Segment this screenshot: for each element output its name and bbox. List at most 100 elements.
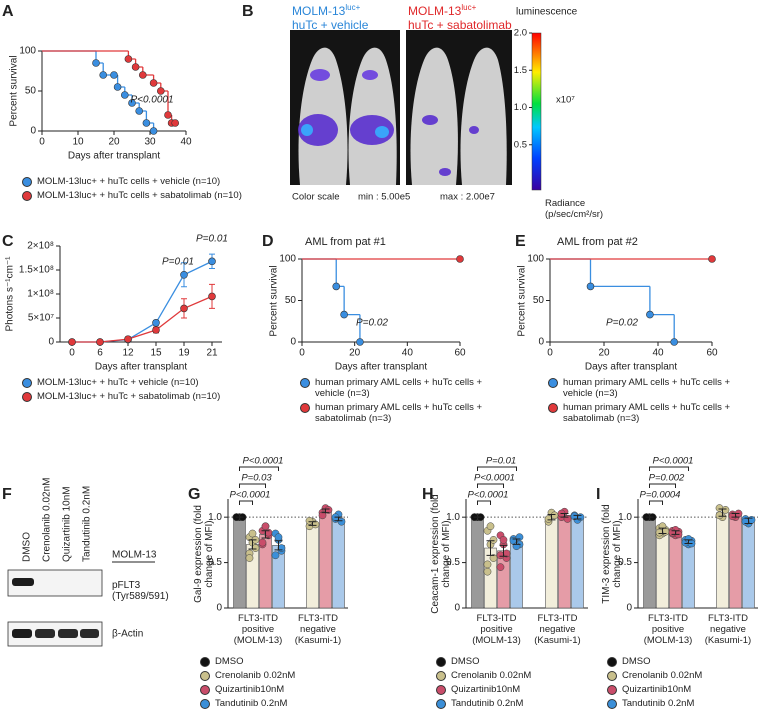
colorbar-tick-label: 1.0 bbox=[514, 102, 527, 113]
y-tick-label: 1.0 bbox=[618, 512, 632, 523]
x-tick-label: 12 bbox=[122, 348, 134, 359]
legend-item: DMSO bbox=[200, 656, 350, 667]
legend-item: Quizartinib10nM bbox=[200, 684, 350, 695]
annotation: P=0.01 bbox=[196, 234, 228, 245]
bar bbox=[643, 516, 656, 609]
legend-marker bbox=[22, 392, 32, 402]
panel-letter: E bbox=[515, 233, 526, 250]
legend-marker bbox=[22, 378, 32, 388]
legend-marker bbox=[607, 671, 617, 681]
survival-point bbox=[113, 83, 122, 91]
legend-item: Tandutinib 0.2nM bbox=[607, 698, 757, 709]
y-tick-label: 0 bbox=[48, 337, 54, 348]
series-line bbox=[72, 295, 213, 343]
error-bar bbox=[718, 508, 727, 517]
data-point bbox=[715, 511, 724, 520]
y-tick-label: 0 bbox=[454, 603, 460, 614]
group-title: MOLM-13luc+ bbox=[408, 3, 477, 18]
panel-letter: D bbox=[262, 233, 274, 250]
y-tick-label: 100 bbox=[279, 254, 296, 265]
y-tick-label: 0.5 bbox=[618, 557, 632, 568]
significance-label: P<0.0001 bbox=[468, 490, 509, 501]
data-point bbox=[550, 511, 559, 520]
y-axis-label: TIM-3 expression (fold change of MFI) bbox=[601, 503, 623, 604]
x-category-label: FLT3-ITD positive (MOLM-13) bbox=[643, 613, 693, 646]
legend-marker bbox=[436, 671, 446, 681]
legend-item: MOLM-13luc+ + huTc cells + sabatolimab (… bbox=[22, 190, 267, 201]
error-bar bbox=[658, 527, 667, 535]
legend: DMSO Crenolanib 0.02nM Quizartinib10nM Tand… bbox=[436, 656, 586, 712]
data-point bbox=[248, 529, 257, 538]
y-axis-label: Gal-9 expression (fold change of MFI) bbox=[193, 504, 215, 603]
series-line bbox=[72, 260, 213, 343]
error-bar bbox=[547, 513, 556, 521]
survival-point bbox=[646, 310, 654, 319]
survival-point bbox=[135, 107, 143, 115]
legend-item: Quizartinib10nM bbox=[607, 684, 757, 695]
x-tick-label: 20 bbox=[598, 348, 610, 359]
legend-item: human primary AML cells + huTc cells + v… bbox=[548, 377, 748, 399]
legend-item: Crenolanib 0.02nM bbox=[200, 670, 350, 681]
legend-marker bbox=[200, 699, 210, 709]
legend-label: Crenolanib 0.02nM bbox=[451, 670, 532, 681]
panel-letter: I bbox=[596, 486, 600, 503]
annotation: P=0.02 bbox=[356, 318, 388, 329]
annotation: P=0.01 bbox=[162, 257, 194, 268]
bar bbox=[510, 541, 523, 609]
y-tick-label: 0 bbox=[626, 603, 632, 614]
error-bar bbox=[512, 538, 521, 545]
bar bbox=[471, 516, 484, 609]
data-point bbox=[337, 517, 346, 526]
x-tick-label: 30 bbox=[144, 137, 156, 148]
y-tick-label: 1×10⁸ bbox=[27, 289, 54, 300]
y-tick-label: 0.5 bbox=[446, 557, 460, 568]
x-tick-label: 20 bbox=[108, 137, 120, 148]
error-bar bbox=[248, 539, 257, 550]
significance-bracket bbox=[239, 483, 266, 488]
y-axis-label: Photons s⁻¹cm⁻¹ bbox=[4, 256, 16, 332]
legend-label: MOLM-13luc+ + huTc cells + sabatolimab (… bbox=[37, 190, 242, 201]
data-point bbox=[245, 554, 254, 562]
data-point bbox=[489, 554, 498, 562]
survival-point bbox=[356, 338, 364, 346]
data-point bbox=[496, 563, 505, 571]
bar bbox=[545, 516, 558, 609]
data-point bbox=[570, 512, 579, 521]
error-bar bbox=[321, 508, 330, 514]
survival-point bbox=[128, 99, 136, 107]
significance-bracket bbox=[477, 483, 504, 488]
significance-label: P=0.01 bbox=[486, 456, 516, 467]
x-axis-label: Days after transplant bbox=[585, 362, 677, 373]
survival-point bbox=[171, 119, 179, 127]
x-category-label: FLT3-ITD positive (MOLM-13) bbox=[472, 613, 521, 646]
legend: DMSO Crenolanib 0.02nM Quizartinib10nM Tand… bbox=[200, 656, 350, 712]
bar bbox=[742, 520, 755, 609]
legend-marker bbox=[436, 699, 446, 709]
x-tick-label: 0 bbox=[39, 137, 45, 148]
colorbar-title: luminescence bbox=[516, 7, 578, 18]
survival-step bbox=[589, 259, 650, 288]
legend-item: Crenolanib 0.02nM bbox=[436, 670, 586, 681]
legend-marker bbox=[607, 685, 617, 695]
significance-bracket bbox=[239, 500, 253, 505]
survival-point bbox=[131, 63, 140, 71]
x-category-label: FLT3-ITD negative (Kasumi-1) bbox=[294, 613, 342, 646]
row-label: pFLT3 (Tyr589/591) bbox=[112, 580, 169, 602]
bar bbox=[669, 532, 682, 609]
legend-item: Quizartinib10nM bbox=[436, 684, 586, 695]
legend-marker bbox=[607, 657, 617, 667]
error-bar bbox=[499, 544, 508, 557]
mouse-images bbox=[290, 30, 542, 191]
significance-label: P=0.03 bbox=[241, 473, 272, 484]
error-bar bbox=[560, 513, 569, 518]
y-tick-label: 50 bbox=[25, 86, 37, 97]
y-axis-label: Percent survival bbox=[516, 264, 528, 337]
survival-step bbox=[343, 286, 360, 316]
x-category-label: FLT3-ITD positive (MOLM-13) bbox=[233, 613, 283, 646]
legend-label: Quizartinib10nM bbox=[622, 684, 692, 695]
error-bar bbox=[744, 517, 753, 525]
footer-text: Color scale bbox=[292, 192, 340, 203]
x-category-label: FLT3-ITD negative (Kasumi-1) bbox=[534, 613, 581, 646]
significance-label: P=0.0004 bbox=[640, 490, 681, 501]
